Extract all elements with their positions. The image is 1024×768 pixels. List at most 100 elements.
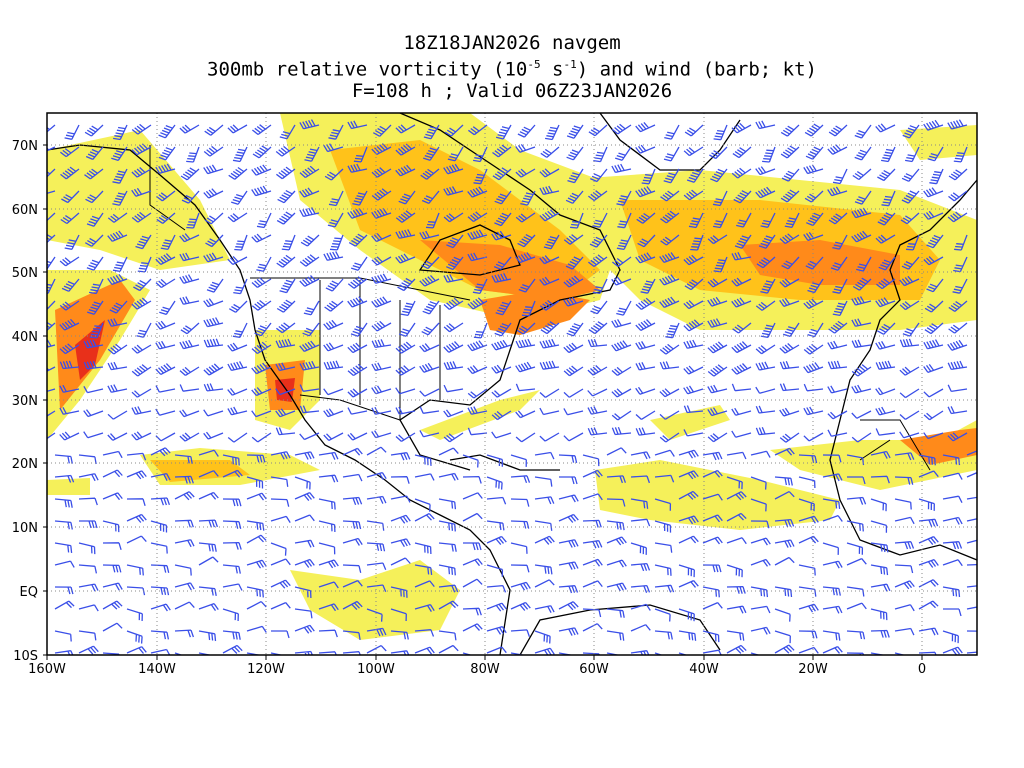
wind-barb (350, 322, 368, 337)
wind-barb (299, 254, 320, 267)
wind-barb (923, 187, 944, 198)
wind-barb (270, 476, 289, 487)
wind-barb (731, 167, 752, 179)
wind-barb (59, 343, 80, 355)
wind-barb (371, 385, 392, 395)
wind-barb (79, 520, 98, 529)
wind-barb (371, 406, 392, 415)
wind-barb (517, 234, 536, 248)
wind-barb (179, 409, 200, 418)
wind-barb (684, 278, 704, 291)
wind-barb (89, 278, 104, 295)
wind-barb (256, 256, 272, 272)
wind-barb (755, 120, 776, 130)
wind-barb (774, 556, 795, 566)
wind-barb (611, 163, 632, 174)
wind-barb (774, 608, 791, 622)
wind-barb (822, 514, 843, 522)
wind-barb (851, 296, 872, 306)
lat-label: 10N (12, 521, 38, 536)
wind-barb (678, 608, 695, 622)
wind-barb (352, 190, 368, 206)
wind-barb (390, 586, 408, 598)
wind-barb (881, 146, 896, 163)
us-canada-border (250, 277, 471, 301)
wind-barb (371, 188, 392, 201)
wind-barb (966, 651, 977, 654)
wind-barb (438, 630, 457, 641)
wind-barb (726, 564, 743, 578)
wind-barb (102, 520, 120, 533)
wind-barb (486, 625, 507, 635)
wind-barb (732, 322, 752, 334)
wind-barb (587, 388, 608, 397)
wind-barb (534, 647, 555, 655)
wind-barb (222, 541, 242, 550)
wind-barb (131, 167, 152, 178)
wind-barb (545, 124, 560, 141)
wind-barb (899, 431, 920, 439)
wind-barb (918, 518, 939, 527)
wind-barb (966, 450, 977, 456)
wind-barb (423, 146, 440, 161)
wind-barb (750, 558, 771, 567)
wind-barb (854, 190, 872, 205)
hudson-bay (418, 224, 521, 276)
wind-barb (611, 366, 632, 376)
wind-barb (256, 212, 272, 229)
wind-barb (112, 256, 128, 273)
wind-barb (731, 252, 752, 261)
wind-barb (443, 384, 464, 393)
wind-barb (702, 649, 722, 655)
wind-barb (486, 564, 504, 577)
wind-barb (641, 168, 656, 185)
wind-barb (150, 586, 170, 596)
wind-barb (654, 474, 675, 483)
wind-barb (198, 586, 217, 597)
wind-barb (112, 168, 128, 184)
wind-barb (414, 473, 435, 481)
wind-barb (760, 322, 776, 339)
wind-barb (462, 623, 483, 632)
wind-barb (324, 168, 344, 181)
wind-barb (179, 384, 200, 392)
wind-barb (54, 560, 75, 568)
wind-barb (181, 190, 200, 204)
wind-barb (659, 410, 680, 420)
wind-barb (179, 124, 200, 134)
wind-barb (659, 252, 680, 264)
wind-barb (78, 542, 96, 555)
lon-label: 80W (470, 662, 500, 677)
wind-barb (318, 498, 336, 510)
wind-barb (467, 297, 488, 310)
wind-barb (851, 207, 872, 219)
wind-barb (371, 167, 392, 178)
wind-barb (870, 520, 888, 533)
lat-ticks (43, 144, 47, 656)
wind-barb (923, 256, 944, 266)
wind-barb (180, 322, 200, 335)
wind-barb (246, 601, 267, 610)
wind-barb (851, 318, 872, 327)
lon-ticks (46, 655, 923, 660)
wind-barb (515, 432, 536, 443)
wind-barb (492, 167, 512, 181)
wind-barb (663, 168, 680, 184)
wind-barb (894, 604, 915, 612)
wind-barb (246, 625, 267, 633)
wind-barb (678, 535, 699, 544)
wind-barb (654, 564, 672, 576)
wind-barb (726, 491, 747, 501)
wind-barb (798, 603, 819, 613)
wind-barb (54, 520, 73, 530)
wind-barb (832, 300, 848, 317)
wind-barb (582, 558, 603, 567)
wind-barb (665, 322, 680, 339)
wind-barb (654, 652, 664, 655)
wind-barb (126, 630, 143, 644)
wind-barb (155, 432, 176, 442)
wind-barb (894, 627, 915, 636)
wind-barb (822, 560, 843, 569)
wind-barb (846, 454, 865, 466)
